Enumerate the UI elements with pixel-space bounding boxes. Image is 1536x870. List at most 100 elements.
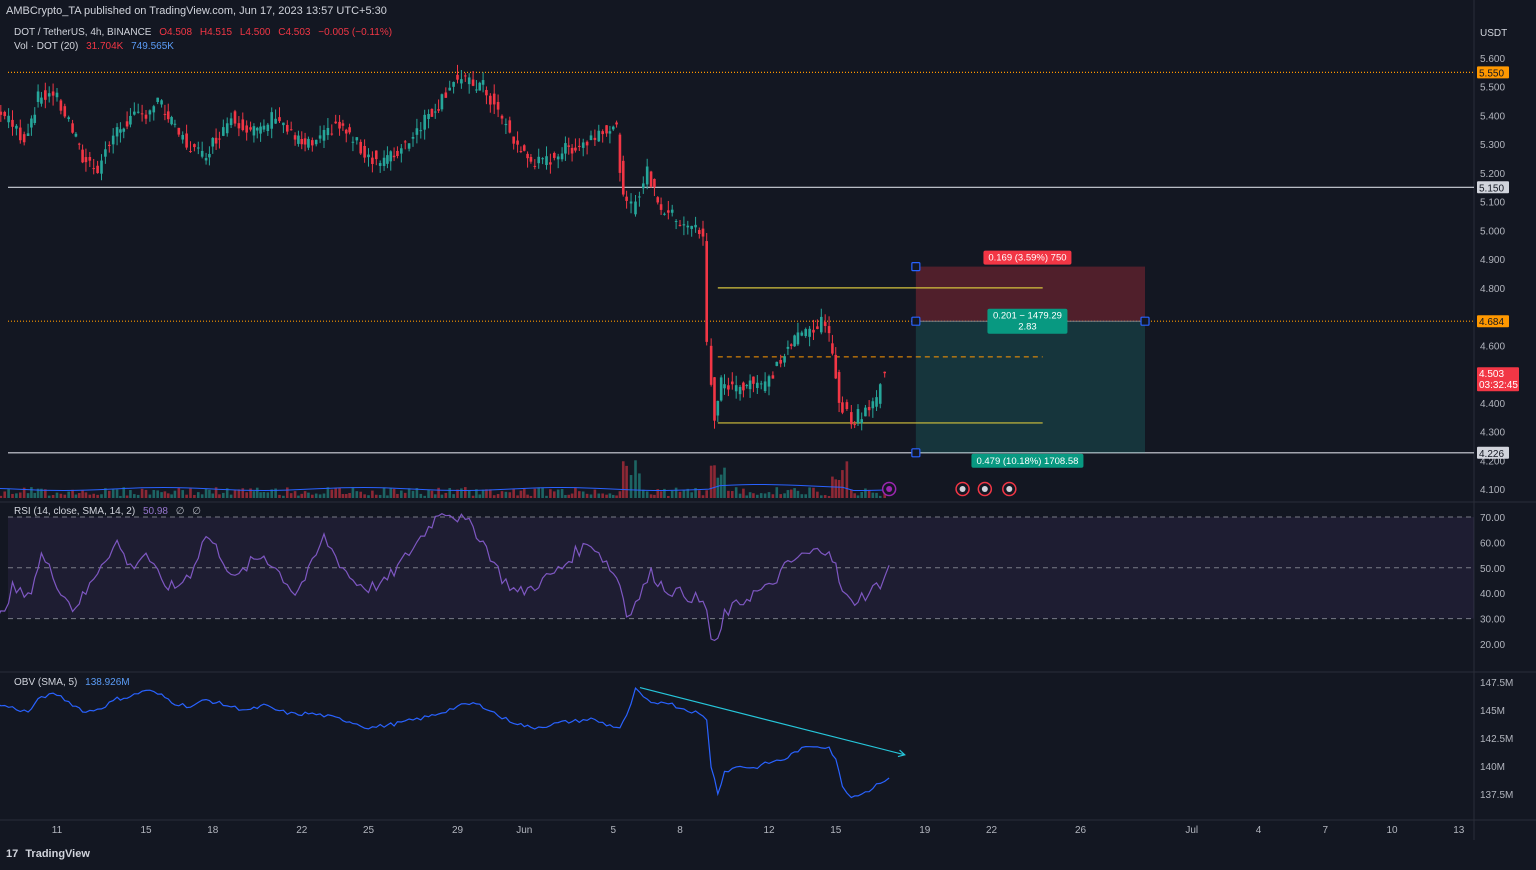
- candle-body: [33, 114, 37, 123]
- candle-body: [697, 230, 701, 234]
- candle-body: [481, 80, 485, 85]
- candle-body: [812, 329, 815, 333]
- candle-body: [804, 329, 808, 337]
- volume-bar: [478, 494, 482, 498]
- obv-tick-label: 142.5M: [1480, 734, 1513, 745]
- candle-body: [574, 147, 577, 151]
- volume-bar: [485, 489, 488, 498]
- volume-bar: [314, 493, 318, 498]
- volume-bar: [742, 488, 745, 498]
- volume-bar: [115, 489, 119, 498]
- volume-value: 31.704K: [86, 41, 124, 52]
- volume-bar: [400, 490, 403, 498]
- volume-legend[interactable]: Vol · DOT (20) 31.704K 749.565K: [14, 41, 179, 52]
- volume-bar: [440, 494, 444, 498]
- candle-body: [767, 376, 771, 387]
- candle-body: [88, 157, 92, 161]
- volume-bar: [608, 493, 612, 498]
- volume-bar: [734, 487, 738, 498]
- volume-bar: [481, 489, 485, 498]
- candle-body: [166, 111, 170, 120]
- candle-body: [549, 162, 552, 165]
- volume-bar: [181, 490, 185, 498]
- obv-legend[interactable]: OBV (SMA, 5) 138.926M: [14, 677, 135, 688]
- volume-bar: [166, 493, 170, 498]
- volume-bar: [204, 488, 208, 498]
- candle-body: [727, 385, 730, 390]
- volume-bar: [767, 492, 771, 498]
- volume-bar: [136, 494, 140, 498]
- ratio-label: 0.201 − 1479.29: [993, 311, 1062, 322]
- candle-body: [371, 157, 374, 165]
- volume-bar: [208, 489, 211, 498]
- candle-body: [200, 150, 204, 157]
- volume-bar: [386, 495, 389, 498]
- candle-body: [645, 166, 649, 185]
- volume-bar: [748, 492, 752, 498]
- candle-body: [834, 354, 838, 379]
- volume-bar: [348, 493, 351, 498]
- price-tick-label: 4.100: [1480, 485, 1505, 496]
- volume-bar: [107, 490, 111, 498]
- tradingview-logo-icon: 17: [6, 848, 19, 860]
- volume-bar: [396, 493, 399, 498]
- ratio-label-box: [987, 308, 1068, 334]
- volume-bar: [289, 493, 293, 498]
- candle-body: [618, 134, 622, 173]
- volume-bar: [634, 460, 637, 498]
- volume-bar: [444, 492, 448, 498]
- volume-bar: [585, 493, 589, 498]
- price-tick-label: 5.500: [1480, 83, 1505, 94]
- time-tick-label: 12: [763, 825, 775, 836]
- candle-body: [355, 137, 359, 141]
- volume-bar: [415, 487, 419, 498]
- candle-body: [585, 141, 589, 146]
- volume-bar: [173, 490, 177, 498]
- candle-body: [837, 372, 841, 403]
- candle-body: [55, 92, 59, 98]
- candle-body: [400, 148, 403, 154]
- volume-bar: [816, 491, 819, 498]
- volume-bar: [670, 490, 674, 498]
- volume-bar: [522, 488, 526, 498]
- price-tick-label: 5.400: [1480, 111, 1505, 122]
- volume-bar: [262, 491, 266, 498]
- candle-body: [47, 93, 51, 97]
- candle-body: [144, 114, 148, 119]
- candle-body: [504, 123, 508, 126]
- candle-body: [289, 129, 293, 131]
- volume-bar: [92, 493, 96, 498]
- volume-bar: [549, 489, 552, 498]
- volume-bar: [471, 495, 475, 498]
- volume-ma-line: [0, 484, 887, 492]
- event-dot-icon: [959, 486, 966, 492]
- volume-bar: [266, 492, 270, 498]
- candle-body: [694, 224, 697, 228]
- footer-brand[interactable]: 17 TradingView: [6, 848, 90, 860]
- rsi-ext-2: ∅: [192, 506, 201, 517]
- candle-body: [816, 326, 819, 329]
- candle-body: [396, 150, 399, 157]
- time-tick-label: 10: [1386, 825, 1398, 836]
- volume-bar: [47, 495, 51, 498]
- volume-bar: [297, 495, 300, 498]
- volume-bar: [245, 492, 248, 498]
- volume-bar: [574, 487, 577, 498]
- candle-body: [670, 209, 674, 213]
- candle-body: [759, 383, 763, 385]
- candle-body: [156, 97, 159, 103]
- candle-body: [22, 134, 26, 143]
- volume-bar: [752, 493, 755, 498]
- price-legend[interactable]: DOT / TetherUS, 4h, BINANCE O4.508 H4.51…: [14, 27, 397, 38]
- volume-bar: [326, 487, 330, 498]
- candle-body: [663, 213, 666, 215]
- volume-bar: [504, 491, 508, 498]
- candle-body: [293, 135, 297, 140]
- volume-bar: [667, 495, 670, 498]
- candle-body: [659, 204, 663, 210]
- symbol-label[interactable]: DOT / TetherUS, 4h, BINANCE: [14, 27, 152, 38]
- close-value: C4.503: [278, 27, 311, 38]
- target-label-box: [971, 453, 1084, 468]
- rsi-legend[interactable]: RSI (14, close, SMA, 14, 2) 50.98 ∅ ∅: [14, 506, 206, 517]
